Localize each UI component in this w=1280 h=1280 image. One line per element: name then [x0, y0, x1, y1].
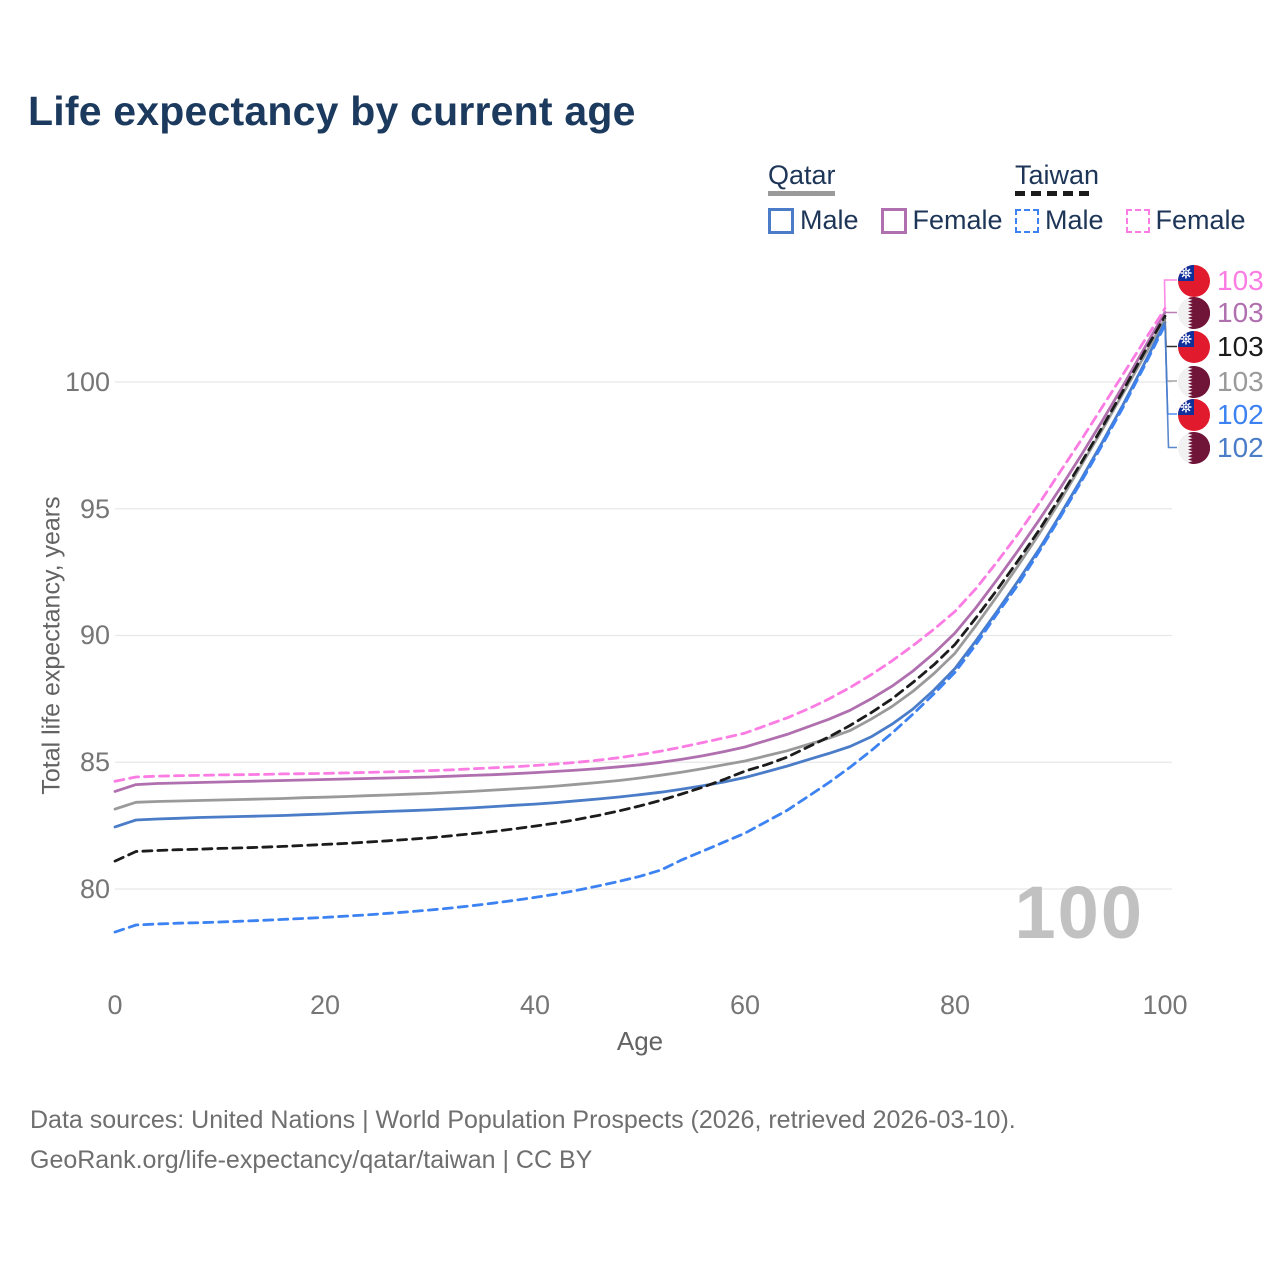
data-sources-line: Data sources: United Nations | World Pop…: [30, 1106, 1016, 1134]
legend-swatch-taiwan-female: [1125, 208, 1150, 233]
legend-group-taiwan: Taiwan Male Female: [1015, 161, 1246, 236]
series-line-taiwan-total: [113, 314, 1167, 863]
end-value: 103: [1217, 297, 1264, 328]
y-tick-95: 95: [79, 494, 110, 524]
series-line-taiwan-female: [113, 307, 1167, 783]
y-tick-100: 100: [64, 367, 110, 397]
legend-country-qatar: Qatar: [768, 160, 836, 190]
legend-label-taiwan-male: Male: [1045, 205, 1104, 235]
end-value: 102: [1217, 432, 1264, 463]
end-value: 103: [1217, 366, 1264, 397]
series-line-qatar-male: [113, 320, 1167, 829]
series-line-qatar-total: [113, 317, 1167, 811]
x-tick-80: 80: [939, 990, 971, 1020]
series-line-qatar-female: [113, 310, 1167, 793]
y-tick-80: 80: [79, 874, 110, 904]
end-value: 102: [1217, 399, 1264, 430]
legend-label-qatar-male: Male: [800, 205, 859, 235]
attribution-line: GeoRank.org/life-expectancy/qatar/taiwan…: [30, 1146, 593, 1174]
end-label-leader: [1163, 279, 1177, 309]
end-label-qatar-male: 102: [1178, 431, 1264, 465]
x-tick-100: 100: [1142, 990, 1188, 1020]
end-label-qatar-female: 103: [1178, 296, 1264, 330]
legend-country-taiwan: Taiwan: [1015, 160, 1100, 190]
y-tick-85: 85: [79, 747, 110, 777]
x-tick-0: 0: [107, 990, 123, 1020]
legend-swatch-qatar-female: [880, 207, 907, 234]
x-tick-40: 40: [519, 990, 551, 1020]
end-label-qatar-total: 103: [1178, 365, 1264, 399]
end-value: 103: [1217, 331, 1264, 362]
legend-group-qatar: Qatar Male Female: [768, 161, 1003, 236]
x-tick-20: 20: [309, 990, 341, 1020]
legend-label-taiwan-female: Female: [1155, 205, 1246, 235]
y-tick-90: 90: [79, 620, 110, 650]
x-tick-60: 60: [729, 990, 761, 1020]
end-label-leader: [1164, 316, 1177, 348]
end-label-taiwan-female: 103: [1178, 264, 1264, 298]
page-title: Life expectancy by current age: [28, 88, 636, 134]
qatar-solid-line-key: [768, 191, 835, 196]
x-axis-label: Age: [616, 1026, 664, 1056]
taiwan-flag-icon: [1178, 265, 1210, 297]
end-label-taiwan-total: 103: [1178, 330, 1264, 364]
legend-label-qatar-female: Female: [912, 205, 1003, 235]
age-counter-watermark: 100: [1014, 871, 1144, 954]
legend-swatch-taiwan-male: [1015, 208, 1039, 233]
qatar-flag-icon: [1178, 432, 1210, 464]
y-axis-label: Total life expectancy, years: [37, 496, 66, 795]
series-line-taiwan-male: [113, 323, 1167, 934]
legend-swatch-qatar-male: [768, 207, 794, 234]
taiwan-flag-icon: [1178, 331, 1210, 363]
qatar-flag-icon: [1178, 366, 1210, 398]
taiwan-flag-icon: [1178, 399, 1210, 431]
qatar-flag-icon: [1178, 297, 1210, 329]
end-value: 103: [1217, 265, 1264, 296]
end-label-leader: [1164, 322, 1177, 449]
end-label-taiwan-male: 102: [1178, 398, 1264, 432]
taiwan-dashed-line-key: [1015, 191, 1089, 196]
